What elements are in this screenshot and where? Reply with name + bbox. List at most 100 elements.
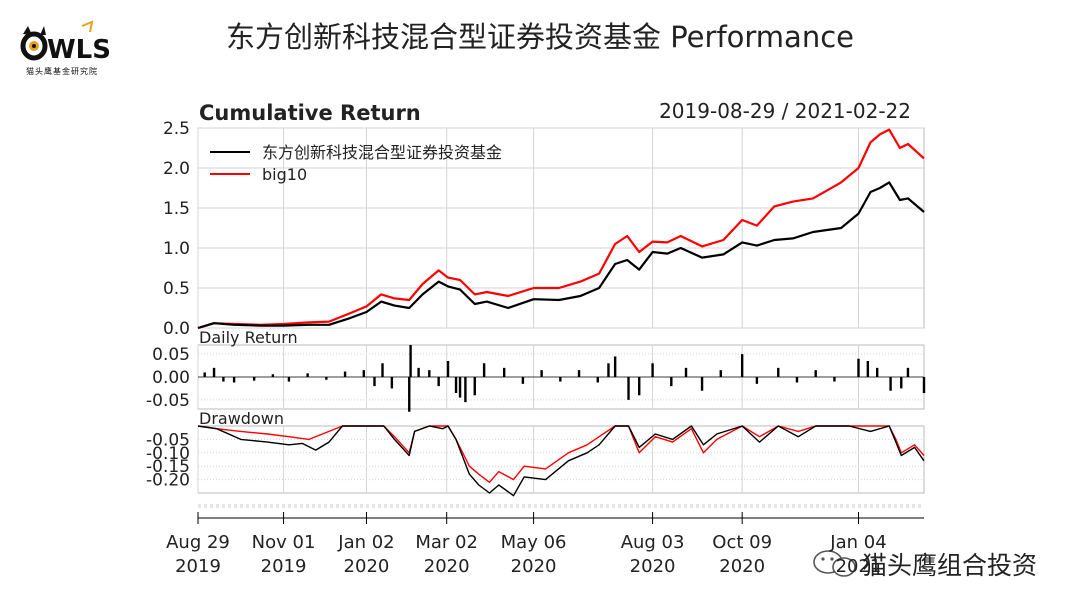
daily-return-bar: [906, 367, 910, 377]
legend-label: 东方创新科技混合型证券投资基金: [262, 143, 502, 162]
x-tick-year: 2021: [836, 556, 882, 577]
daily-return-bar: [719, 370, 722, 377]
logo-text: WLS: [47, 35, 111, 65]
x-tick-label: Oct 09: [712, 532, 772, 553]
x-tick-label: Nov 01: [252, 532, 316, 553]
daily-return-bar: [373, 377, 376, 387]
daily-return-bar: [212, 367, 216, 377]
page-title: 东方创新科技混合型证券投资基金 Performance: [226, 20, 854, 54]
daily-return-bar: [408, 377, 411, 412]
logo-caption: 猫头鹰基金研究院: [26, 67, 98, 76]
series-line-big10: [197, 425, 925, 483]
x-tick-year: 2019: [175, 556, 221, 577]
x-tick-label: Aug 29: [166, 532, 230, 553]
y-tick-label: -0.15: [146, 457, 190, 477]
daily-return-bar: [777, 367, 780, 377]
series-line-fund: [197, 181, 925, 330]
daily-return-panel: 0.05 0.00 -0.05 Daily Return: [146, 328, 926, 412]
y-tick-label: 0.00: [152, 368, 190, 388]
y-tick-label: -0.05: [146, 391, 190, 411]
x-axis: Aug 29 2019 Nov 01 2019 Jan 02 2020 Mar 02 2020…: [166, 504, 924, 577]
x-tick-label: Jan 02: [337, 532, 394, 553]
y-tick-label: -0.05: [146, 430, 190, 450]
y-tick-label: 2.0: [163, 159, 190, 179]
panel-title: Daily Return: [199, 328, 298, 347]
daily-return-bar: [203, 372, 206, 377]
daily-return-bar: [627, 377, 630, 400]
daily-return-bar: [287, 377, 291, 382]
daily-return-bar: [740, 354, 744, 377]
y-tick-label: -0.20: [146, 471, 190, 491]
daily-return-bar: [866, 361, 870, 377]
daily-return-bar: [814, 370, 817, 377]
y-tick-label: 0.5: [163, 279, 190, 299]
daily-return-bar: [454, 377, 458, 393]
daily-return-bar: [390, 377, 394, 389]
daily-return-bar: [502, 367, 506, 377]
daily-return-bar: [700, 377, 704, 391]
owls-logo: WLS: [20, 20, 111, 65]
x-tick-year: 2019: [261, 556, 307, 577]
daily-return-bar: [464, 377, 467, 403]
daily-return-bar: [651, 363, 654, 377]
daily-return-bar: [540, 370, 543, 377]
daily-return-bar: [613, 356, 617, 377]
x-tick-label: Aug 03: [621, 532, 685, 553]
daily-return-bar: [428, 370, 431, 377]
watermark-text: 猫头鹰组合投资: [862, 551, 1038, 580]
panel-title: Cumulative Return: [199, 101, 421, 125]
daily-return-bar: [559, 377, 562, 382]
x-tick-label: Mar 02: [415, 532, 478, 553]
daily-return-bar: [521, 377, 525, 384]
y-tick-label: 2.5: [163, 119, 190, 139]
daily-return-bar: [596, 377, 599, 383]
daily-return-bar: [271, 374, 275, 377]
owl-eye-icon: [20, 31, 48, 61]
drawdown-panel: -0.05-0.10-0.15-0.20 Drawdown: [146, 409, 925, 497]
y-tick-label: 0.0: [163, 319, 190, 339]
legend-label: big10: [262, 165, 307, 184]
x-tick-label: Jan 04: [829, 532, 886, 553]
daily-return-bar: [325, 377, 328, 380]
daily-return-bar: [670, 377, 673, 387]
x-tick-year: 2020: [511, 556, 557, 577]
y-tick-label: -0.10: [146, 444, 190, 464]
owl-ear-icon: [23, 26, 46, 35]
daily-return-bar: [446, 361, 450, 377]
date-range-label: 2019-08-29 / 2021-02-22: [659, 99, 911, 123]
daily-return-bar: [381, 363, 384, 377]
daily-return-bar: [876, 367, 879, 377]
daily-return-bar: [922, 377, 926, 393]
daily-return-bar: [306, 373, 309, 377]
daily-return-bar: [458, 377, 462, 398]
daily-return-bar: [638, 377, 641, 396]
daily-return-bar: [232, 377, 236, 383]
daily-return-bar: [755, 377, 759, 384]
y-tick-label: 1.0: [163, 239, 190, 259]
daily-return-bar: [900, 377, 903, 389]
series-line-big10: [197, 128, 925, 330]
daily-return-bar: [889, 377, 892, 391]
daily-return-bar: [343, 371, 347, 377]
logo-arrow-icon: [81, 20, 94, 33]
daily-return-bar: [482, 363, 486, 377]
x-tick-label: May 06: [501, 532, 567, 553]
daily-return-bar: [437, 377, 440, 387]
y-tick-label: 1.5: [163, 199, 190, 219]
panel-frame: [197, 425, 925, 494]
daily-return-bar: [473, 377, 476, 396]
daily-return-bar: [607, 363, 610, 377]
x-tick-year: 2020: [344, 556, 390, 577]
daily-return-bar: [417, 367, 420, 377]
daily-return-bar: [833, 377, 836, 382]
cumulative-return-panel: 0.0 0.5 1.0 1.5 2.0 2.5 Cumulative Return 2019-…: [163, 99, 925, 339]
daily-return-bar: [409, 345, 412, 377]
daily-return-bar: [795, 377, 799, 383]
daily-return-bar: [222, 377, 225, 382]
daily-return-bar: [577, 370, 581, 377]
series-line-fund: [197, 425, 925, 497]
daily-return-bar: [252, 377, 256, 381]
y-tick-label: 0.05: [152, 345, 190, 365]
daily-return-bar: [684, 367, 688, 377]
